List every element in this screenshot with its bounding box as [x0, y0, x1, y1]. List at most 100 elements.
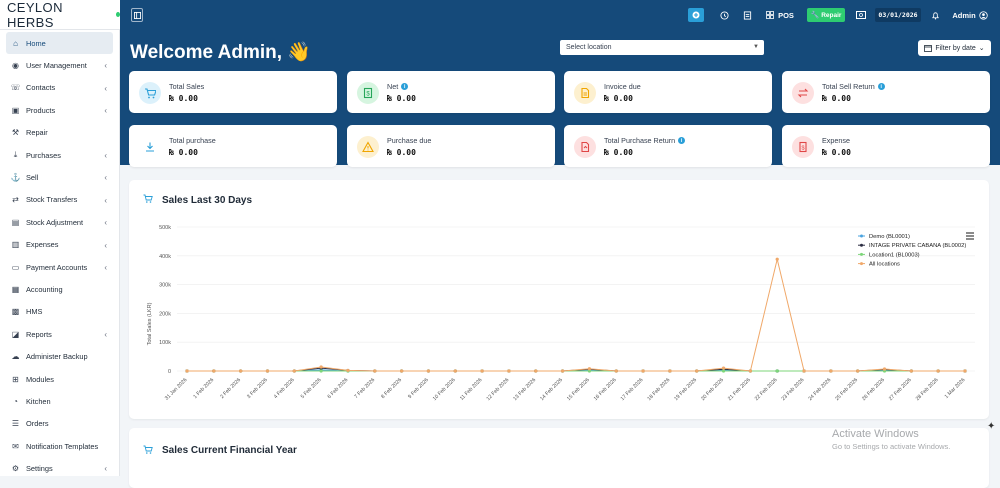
sidebar-item-label: Notification Templates: [26, 441, 99, 451]
data-point[interactable]: [587, 369, 592, 373]
data-point[interactable]: [507, 369, 511, 373]
top-bar: POS 🔧 Repair 03/01/2026 Admin: [0, 0, 1000, 30]
data-point[interactable]: [534, 369, 538, 373]
data-point[interactable]: [963, 369, 967, 373]
data-point[interactable]: [346, 368, 350, 373]
sidebar-toggle-button[interactable]: [131, 8, 143, 22]
filter-by-date-button[interactable]: Filter by date ⌄: [918, 40, 991, 56]
sidebar-item-repair[interactable]: ⚒ Repair: [0, 122, 119, 144]
series-line-3: [187, 259, 965, 372]
x-tick-label: 5 Feb 2026: [300, 377, 323, 400]
sidebar-item-home[interactable]: ⌂ Home: [6, 32, 113, 55]
data-point[interactable]: [587, 367, 592, 371]
user-menu-button[interactable]: Admin: [950, 8, 990, 22]
stat-card-label: Expense: [822, 136, 850, 145]
data-point[interactable]: [909, 369, 913, 373]
sidebar-item-label: Purchases: [26, 150, 61, 160]
clock-button[interactable]: [717, 8, 731, 22]
sidebar-item-settings[interactable]: ⚙ Settings ‹: [0, 457, 119, 479]
legend-entry[interactable]: Demo (BL0001): [869, 234, 910, 240]
info-icon[interactable]: i: [877, 83, 885, 90]
sidebar-item-products[interactable]: ▣ Products ‹: [0, 99, 119, 121]
data-point[interactable]: [802, 369, 806, 373]
data-point[interactable]: [721, 369, 726, 373]
legend-entry[interactable]: All locations: [869, 262, 900, 268]
data-point[interactable]: [292, 369, 296, 373]
sidebar-item-modules[interactable]: ⊞ Modules: [0, 368, 119, 390]
data-point[interactable]: [614, 369, 618, 373]
data-point[interactable]: [721, 366, 726, 370]
sidebar-item-expenses[interactable]: ▥ Expenses ‹: [0, 234, 119, 256]
chevron-left-icon: ‹: [104, 106, 107, 116]
sidebar-item-administer-backup[interactable]: ☁ Administer Backup: [0, 345, 119, 367]
chart-menu-button[interactable]: [965, 227, 975, 240]
data-point[interactable]: [185, 369, 189, 373]
sparkle-icon[interactable]: ✦: [987, 421, 996, 432]
info-icon[interactable]: i: [678, 137, 686, 144]
data-point[interactable]: [373, 369, 377, 373]
sidebar-item-hms[interactable]: ▩ HMS: [0, 301, 119, 323]
calculator-button[interactable]: [688, 8, 704, 22]
sidebar-item-kitchen[interactable]: ◔ Kitchen: [0, 390, 119, 412]
x-tick-label: 27 Feb 2026: [888, 377, 913, 402]
chevron-left-icon: ‹: [104, 330, 107, 340]
data-point[interactable]: [936, 369, 940, 373]
sidebar-item-sell[interactable]: ⚓ Sell ‹: [0, 166, 119, 188]
data-point[interactable]: [426, 369, 431, 373]
data-point[interactable]: [775, 257, 779, 261]
data-point[interactable]: [319, 369, 323, 373]
x-tick-label: 25 Feb 2026: [834, 377, 859, 402]
data-point[interactable]: [829, 369, 833, 373]
cash-register-button[interactable]: [854, 8, 868, 22]
info-icon[interactable]: i: [401, 83, 409, 90]
x-tick-label: 6 Feb 2026: [327, 377, 350, 400]
chevron-left-icon: ‹: [104, 464, 107, 474]
sidebar-item-notification-templates[interactable]: ✉ Notification Templates: [0, 435, 119, 457]
stat-card-label: Purchase due: [387, 136, 431, 145]
sidebar-item-stock-adjustment[interactable]: ▤ Stock Adjustment ‹: [0, 211, 119, 233]
expense-icon: $: [792, 136, 814, 158]
data-point[interactable]: [856, 369, 860, 373]
x-tick-label: 1 Mar 2026: [944, 377, 967, 400]
data-point[interactable]: [882, 367, 887, 371]
sidebar-item-payment-accounts[interactable]: ▭ Payment Accounts ‹: [0, 256, 119, 278]
clipboard-icon: [743, 10, 751, 20]
data-point[interactable]: [480, 369, 484, 373]
repair-button[interactable]: 🔧 Repair: [807, 8, 845, 22]
stat-card-label: Total Purchase Return i: [604, 136, 686, 145]
notifications-button[interactable]: [928, 8, 942, 22]
data-point[interactable]: [668, 369, 672, 373]
sidebar-item-contacts[interactable]: ☏ Contacts ‹: [0, 77, 119, 99]
data-point[interactable]: [400, 369, 404, 373]
stat-card-label-text: Total Sales: [169, 82, 205, 91]
sidebar-item-orders[interactable]: ☰ Orders: [0, 413, 119, 435]
welcome-text: Welcome Admin,: [130, 42, 283, 63]
legend-entry[interactable]: Location1 (BL0003): [869, 252, 920, 258]
sidebar-item-purchases[interactable]: ⤓ Purchases ‹: [0, 144, 119, 166]
notes-button[interactable]: [740, 8, 754, 22]
data-point[interactable]: [641, 369, 645, 373]
data-point[interactable]: [560, 369, 565, 373]
data-point[interactable]: [212, 369, 216, 373]
sidebar-item-user-management[interactable]: ◉ User Management ‹: [0, 54, 119, 76]
legend-entry[interactable]: INTAGE PRIVATE CABANA (BL0002): [869, 243, 966, 249]
data-point[interactable]: [748, 369, 752, 373]
sidebar-item-accounting[interactable]: ▦ Accounting: [0, 278, 119, 300]
pos-button[interactable]: POS: [762, 8, 798, 22]
exchange-icon: [792, 82, 814, 104]
location-select[interactable]: Select location ▼: [560, 40, 764, 55]
brand[interactable]: CEYLON HERBS: [0, 0, 120, 30]
x-tick-label: 13 Feb 2026: [512, 377, 537, 402]
data-point[interactable]: [695, 369, 699, 373]
data-point[interactable]: [239, 369, 243, 373]
data-point[interactable]: [265, 369, 270, 373]
sidebar-item-stock-transfers[interactable]: ⇄ Stock Transfers ‹: [0, 189, 119, 211]
box-icon: ▣: [11, 105, 20, 115]
data-point[interactable]: [775, 369, 779, 373]
brand-name: CEYLON HERBS: [7, 0, 63, 30]
sidebar-item-label: Repair: [26, 128, 48, 138]
sidebar-item-reports[interactable]: ◪ Reports ‹: [0, 323, 119, 345]
data-point[interactable]: [319, 365, 323, 369]
data-point[interactable]: [453, 369, 457, 373]
user-icon: ◉: [12, 61, 19, 71]
